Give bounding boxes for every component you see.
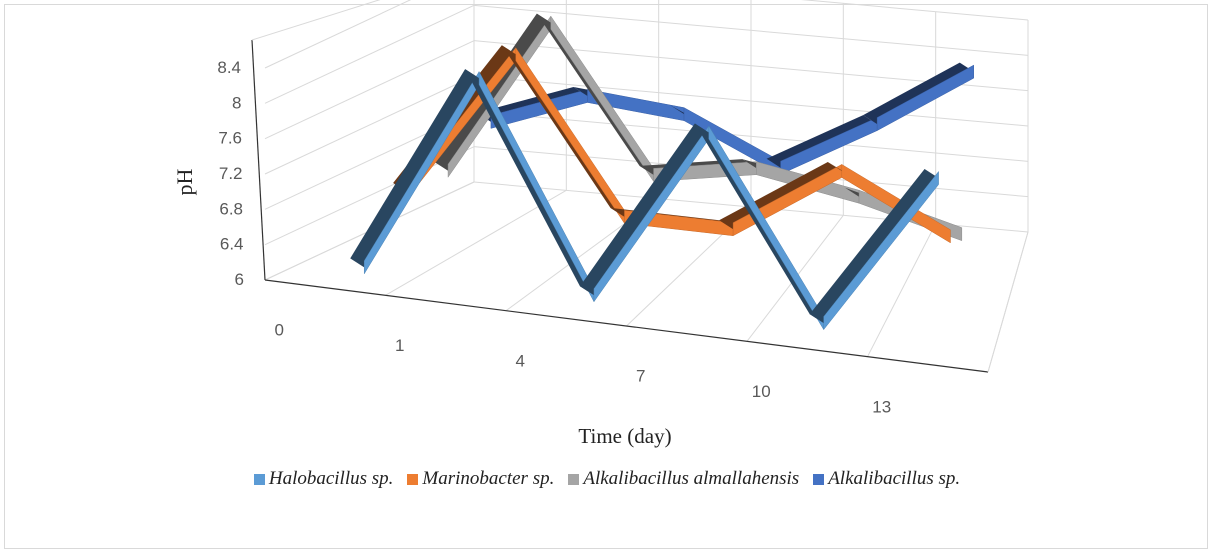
y-tick-label: 6.8 [219,199,243,218]
y-tick-label: 8.4 [217,58,241,77]
side-wall-gridline [264,75,475,175]
series-ribbon [350,69,939,331]
floor-gridline [867,223,937,357]
series-segment [363,70,480,275]
y-tick-label: 8 [232,93,241,112]
legend-swatch [813,473,825,485]
chart-ticks: 6 6.4 6.8 7.2 7.6 8 8.4 0 1 4 7 10 13 [217,58,891,416]
legend-swatch [568,473,580,485]
series-segment-side [434,13,551,171]
legend-item: Alkalibacillus sp. [813,468,960,490]
top-side-edge [251,0,381,41]
series-segment [593,125,710,303]
series-segment-side [766,115,878,168]
legend-label: Marinobacter sp. [422,468,555,489]
x-tick-label: 13 [872,397,891,416]
y-tick-label: 6 [235,270,244,289]
x-tick-label: 0 [275,321,284,340]
y-axis-line [251,39,266,281]
legend-item: Marinobacter sp. [407,468,554,490]
legend-label: Alkalibacillus sp. [828,468,961,489]
side-wall-gridline [264,0,412,69]
side-wall-gridline [264,4,475,104]
right-floor-edge [987,231,1029,373]
floor-gridline [385,189,567,296]
series-segment [515,46,625,225]
x-axis-label: Time (day) [578,424,671,448]
legend-swatch [253,473,265,485]
chart-series [350,13,974,331]
series-segment-side [350,69,480,268]
legend-swatch [407,473,419,485]
legend-label: Alkalibacillus almallahensis [583,468,800,489]
series-segment [876,64,974,132]
series-segment-side [863,62,974,125]
x-axis-line [264,279,989,373]
y-tick-label: 7.6 [218,129,242,148]
x-tick-label: 10 [752,382,771,401]
legend-item: Halobacillus sp. [253,468,394,490]
x-tick-label: 7 [636,367,645,386]
chart-legend: Halobacillus sp. Marinobacter sp. Alkali… [0,468,1214,490]
series-segment-side [579,123,709,296]
x-tick-label: 4 [516,351,525,370]
series-segment-side [809,169,939,324]
y-axis-label: pH [172,168,197,195]
y-tick-label: 6.4 [220,235,244,254]
legend-label: Halobacillus sp. [268,468,394,489]
x-tick-label: 1 [395,336,404,355]
y-tick-label: 7.2 [219,164,243,183]
series-ribbon [476,62,974,175]
series-ribbon [393,45,951,244]
series-segment [823,170,939,331]
legend-item: Alkalibacillus almallahensis [568,468,799,490]
side-wall-gridline [264,40,475,140]
